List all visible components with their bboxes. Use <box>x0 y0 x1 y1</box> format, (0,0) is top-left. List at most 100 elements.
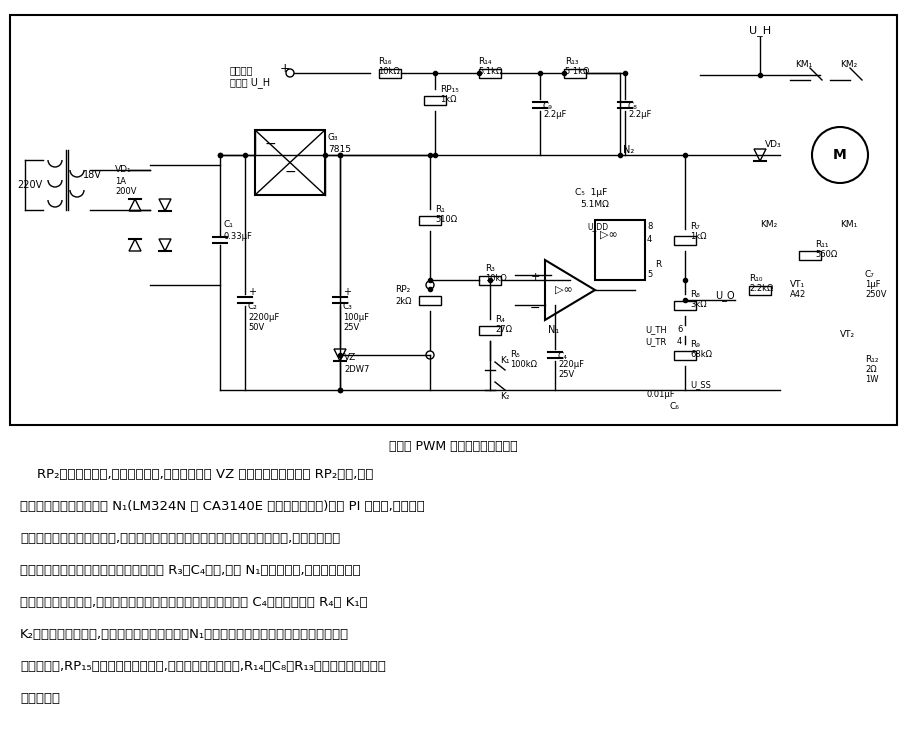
Text: 25V: 25V <box>558 370 574 379</box>
Text: U_O: U_O <box>715 290 735 301</box>
Text: R₈: R₈ <box>690 290 700 299</box>
Text: C₁: C₁ <box>224 220 234 229</box>
Text: U_H: U_H <box>749 25 771 36</box>
Text: N₂: N₂ <box>623 145 634 155</box>
Text: 68kΩ: 68kΩ <box>690 350 712 359</box>
Text: R₁₃: R₁₃ <box>565 57 579 66</box>
Text: KM₂: KM₂ <box>840 60 857 69</box>
Text: C₉: C₉ <box>543 102 553 111</box>
Text: K₂常闭触点迅速放电,为下一次启动作好准备。N₁的反相输入端引入速度负反馈电压或电压: K₂常闭触点迅速放电,为下一次启动作好准备。N₁的反相输入端引入速度负反馈电压或… <box>20 628 349 641</box>
Text: R₁₆: R₁₆ <box>378 57 392 66</box>
Text: 1kΩ: 1kΩ <box>690 232 707 241</box>
Text: ▷∞: ▷∞ <box>555 285 572 295</box>
Bar <box>564 68 586 77</box>
Bar <box>674 235 696 244</box>
Text: R₇: R₇ <box>690 222 700 231</box>
Text: +: + <box>343 287 351 297</box>
Text: 10kΩ: 10kΩ <box>378 67 400 76</box>
Text: 5.1kΩ: 5.1kΩ <box>478 67 502 76</box>
Text: 或高压 U_H: 或高压 U_H <box>230 77 270 88</box>
Text: RP₁₅: RP₁₅ <box>440 85 459 94</box>
Text: R₉: R₉ <box>690 340 700 349</box>
Text: 7815: 7815 <box>328 145 351 154</box>
Bar <box>419 296 441 305</box>
Text: 2.2μF: 2.2μF <box>543 110 566 119</box>
Text: 2.2μF: 2.2μF <box>628 110 651 119</box>
Text: 560Ω: 560Ω <box>815 250 837 259</box>
Text: 4: 4 <box>677 337 682 346</box>
Text: 动态特性和较硬的机械特性。给定电压经 R₃、C₄积分,加于 N₁同相输入端,使得加于调节器: 动态特性和较硬的机械特性。给定电压经 R₃、C₄积分,加于 N₁同相输入端,使得… <box>20 564 361 577</box>
Text: C₅  1μF: C₅ 1μF <box>575 188 608 197</box>
Text: 100μF: 100μF <box>343 313 369 322</box>
Text: KM₂: KM₂ <box>760 220 777 229</box>
Text: VD₃: VD₃ <box>765 140 782 149</box>
Text: 负反馈电压,RP₁₅用来调整负反馈电压,使之与给定电压匹配,R₁₄、C₈、R₁₃用来对脉动的负反馈: 负反馈电压,RP₁₅用来调整负反馈电压,使之与给定电压匹配,R₁₄、C₈、R₁₃… <box>20 660 385 673</box>
Text: R₃: R₃ <box>485 264 495 273</box>
Text: +: + <box>248 287 256 297</box>
Text: U_TR: U_TR <box>645 337 667 346</box>
Text: K₁: K₁ <box>500 356 510 365</box>
Text: 18V: 18V <box>83 170 102 180</box>
Text: RP₂为调速电位器,提供给定信号,由稳压二极管 VZ 提供的稳压电源接于 RP₂两端,以使: RP₂为调速电位器,提供给定信号,由稳压二极管 VZ 提供的稳压电源接于 RP₂… <box>20 468 374 481</box>
Text: −: − <box>285 165 297 179</box>
Text: 50V: 50V <box>248 323 264 332</box>
Text: 200V: 200V <box>115 187 136 196</box>
Text: 2200μF: 2200μF <box>248 313 279 322</box>
Text: 220V: 220V <box>17 180 43 190</box>
Text: M: M <box>834 148 847 162</box>
Text: U_SS: U_SS <box>690 380 711 389</box>
Text: RP₂: RP₂ <box>395 285 410 294</box>
Text: U_DD: U_DD <box>587 222 608 231</box>
Text: 220μF: 220μF <box>558 360 584 369</box>
Text: 2.2kΩ: 2.2kΩ <box>749 284 774 293</box>
Bar <box>479 68 501 77</box>
Text: K₂: K₂ <box>500 392 510 401</box>
Text: KM₁: KM₁ <box>840 220 857 229</box>
Text: 2Ω: 2Ω <box>865 365 877 374</box>
Bar <box>255 130 325 195</box>
Text: C₄: C₄ <box>558 352 568 361</box>
Text: 10kΩ: 10kΩ <box>485 274 507 283</box>
Text: G₃: G₃ <box>328 133 338 142</box>
Text: KM₁: KM₁ <box>795 60 813 69</box>
Text: 电压滤波。: 电压滤波。 <box>20 692 60 705</box>
Text: N₁: N₁ <box>548 325 560 335</box>
Text: R₁: R₁ <box>435 205 444 214</box>
Bar <box>479 276 501 285</box>
Text: 2kΩ: 2kΩ <box>395 297 412 306</box>
Bar <box>10 15 897 425</box>
Text: R₅: R₅ <box>510 350 520 359</box>
Text: 1μF: 1μF <box>865 280 881 289</box>
Text: VZ: VZ <box>344 353 356 362</box>
Text: 0.01μF: 0.01μF <box>647 390 676 399</box>
Text: 简单的 PWM 直流电动机调速电路: 简单的 PWM 直流电动机调速电路 <box>389 440 517 453</box>
Bar <box>674 351 696 360</box>
Text: 1A: 1A <box>115 177 126 186</box>
Text: C₇: C₇ <box>865 270 875 279</box>
Bar <box>674 300 696 309</box>
Text: 接测速机: 接测速机 <box>230 65 253 75</box>
Text: 给定信号更加稳定。运放 N₁(LM324N 或 CA3140E 等单电源的运放)接成 PI 调节器,这是双端: 给定信号更加稳定。运放 N₁(LM324N 或 CA3140E 等单电源的运放)… <box>20 500 424 513</box>
Text: VD₁: VD₁ <box>115 165 132 174</box>
Text: 1W: 1W <box>865 375 879 384</box>
Text: +: + <box>279 62 290 75</box>
Text: 2DW7: 2DW7 <box>344 365 369 374</box>
Bar <box>379 68 401 77</box>
Bar <box>749 285 771 294</box>
Text: R₄: R₄ <box>495 315 505 324</box>
Text: 5 1kΩ: 5 1kΩ <box>565 67 590 76</box>
Bar <box>419 216 441 225</box>
Text: U_TH: U_TH <box>645 325 667 334</box>
Bar <box>595 220 645 280</box>
Text: −: − <box>265 137 277 151</box>
Text: 0.33μF: 0.33μF <box>224 232 253 241</box>
Bar <box>424 96 446 105</box>
Text: C₆: C₆ <box>670 402 680 411</box>
Text: +: + <box>531 272 540 282</box>
Text: R₁₂: R₁₂ <box>865 355 879 364</box>
Text: R₁₀: R₁₀ <box>749 274 763 283</box>
Bar <box>799 250 821 259</box>
Text: C₃: C₃ <box>343 302 353 311</box>
Text: R₁₁: R₁₁ <box>815 240 828 249</box>
Text: 5: 5 <box>647 270 652 279</box>
